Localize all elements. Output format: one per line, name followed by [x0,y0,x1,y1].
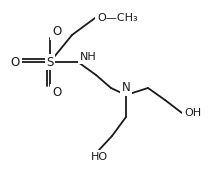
Text: O: O [52,25,61,38]
Text: S: S [46,55,54,68]
Text: HO: HO [91,152,107,162]
Text: O: O [52,86,61,99]
Text: O: O [11,55,20,68]
Text: OH: OH [184,108,201,118]
Text: NH: NH [80,52,97,62]
Text: O—CH₃: O—CH₃ [97,13,138,23]
Text: N: N [122,81,130,94]
